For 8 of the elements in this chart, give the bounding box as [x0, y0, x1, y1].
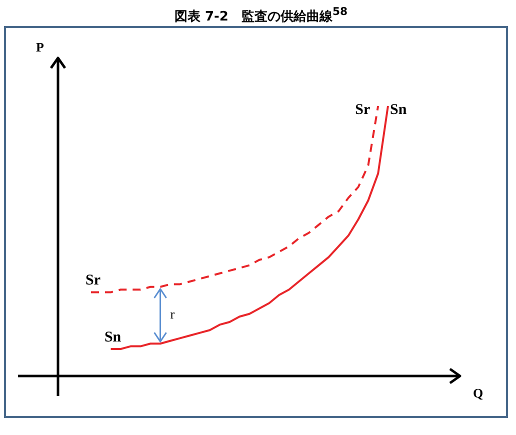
text: Q — [472, 385, 484, 400]
text: Sr — [355, 102, 370, 118]
chart-title: 図表 7-2 監査の供給曲線$^{58}$ — [173, 4, 349, 26]
text: Sn — [104, 329, 122, 346]
series-label: Sr — [86, 272, 101, 289]
annotation: r — [170, 306, 176, 322]
text: P — [36, 39, 44, 54]
series-label: Sn — [390, 102, 408, 118]
